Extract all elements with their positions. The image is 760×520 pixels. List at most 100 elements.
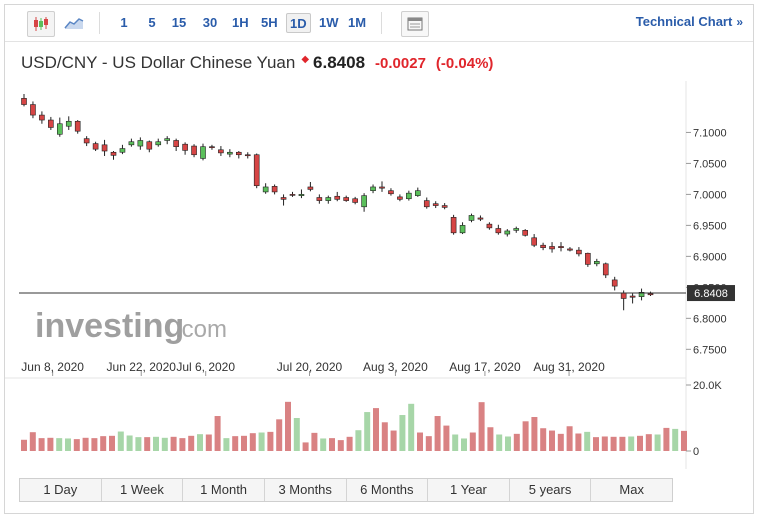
candle-body [74, 120, 81, 132]
price-change: -0.0027 [375, 55, 426, 72]
candle-body [540, 244, 546, 248]
candle-body [92, 143, 99, 150]
range-1-week[interactable]: 1 Week [101, 479, 184, 501]
volume-bar [91, 438, 98, 451]
candle [298, 189, 305, 199]
candle-body [307, 186, 314, 190]
candle [423, 197, 430, 209]
candle-body [65, 120, 72, 127]
volume-bar [29, 432, 36, 451]
candle-body [182, 143, 188, 151]
candle-body [602, 263, 609, 276]
candle [83, 136, 90, 147]
candle [191, 144, 197, 158]
candle [406, 190, 412, 201]
candle-body [218, 149, 224, 154]
timeframe-5h[interactable]: 5H [261, 15, 278, 30]
candle [21, 94, 27, 107]
price-tick-label: 7.0500 [693, 158, 727, 170]
candle-body [504, 230, 511, 235]
candle [388, 188, 394, 196]
range-6-months[interactable]: 6 Months [346, 479, 429, 501]
candle [576, 247, 582, 257]
volume-bar [364, 412, 371, 451]
range-max[interactable]: Max [591, 479, 672, 501]
timeframe-1m[interactable]: 1M [348, 15, 367, 30]
candle [397, 194, 403, 202]
volume-bar [443, 425, 450, 451]
candle-body [155, 141, 162, 146]
candle [307, 182, 314, 192]
candle-body [450, 217, 457, 234]
candle-body [423, 200, 430, 208]
range-1-year[interactable]: 1 Year [428, 479, 510, 501]
range-1-day[interactable]: 1 Day [20, 479, 102, 501]
volume-bar [408, 403, 415, 451]
timeframe-30[interactable]: 30 [202, 15, 218, 30]
volume-bar [241, 435, 247, 451]
candle [334, 191, 341, 202]
candle-body [271, 186, 278, 193]
candle-body [191, 145, 197, 156]
price-axis: 7.10007.05007.00006.95006.90006.85006.80… [686, 127, 727, 356]
timeframe-1[interactable]: 1 [120, 15, 128, 30]
last-price: 6.8408 [313, 53, 366, 72]
area-chart-type-icon[interactable] [61, 11, 87, 35]
volume-bar [170, 436, 177, 451]
candle [352, 196, 358, 205]
candle-body [629, 295, 636, 298]
volume-bar [663, 427, 670, 451]
candle-body [244, 154, 251, 157]
candle [450, 214, 457, 235]
timeframe-5[interactable]: 5 [148, 15, 156, 30]
candle-body [370, 186, 376, 191]
candle [629, 293, 636, 304]
volume-bar [258, 432, 265, 451]
candle [414, 187, 421, 197]
volume-bar [355, 430, 362, 451]
candle-body [119, 148, 126, 153]
price-tick-label: 7.1000 [693, 127, 727, 139]
data-table-icon[interactable] [401, 11, 429, 37]
volume-bar [126, 435, 133, 451]
candle [567, 247, 573, 252]
candle-body [316, 197, 323, 201]
volume-bar [214, 416, 221, 451]
timeframe-15[interactable]: 15 [171, 15, 187, 30]
timeframe-1w[interactable]: 1W [319, 15, 339, 30]
price-tick-label: 6.9000 [693, 251, 727, 263]
range-1-month[interactable]: 1 Month [183, 479, 265, 501]
volume-bar [302, 442, 309, 451]
volume-bar [144, 437, 151, 451]
candle [361, 193, 367, 212]
price-chart[interactable]: 7.10007.05007.00006.95006.90006.85006.80… [5, 5, 755, 471]
candle [316, 194, 323, 204]
volume-bar [311, 432, 318, 451]
volume-bar [672, 428, 679, 451]
volume-bar [628, 436, 635, 451]
candle-body [441, 205, 448, 208]
candlestick-type-icon[interactable] [27, 11, 55, 37]
volume-bar [399, 415, 406, 451]
candle-body [647, 293, 654, 296]
technical-chart-link[interactable]: Technical Chart» [636, 14, 743, 29]
volume-bar [619, 436, 626, 451]
volume-bar [329, 438, 335, 451]
range-3-months[interactable]: 3 Months [264, 479, 347, 501]
candle-body [406, 192, 412, 200]
candle [531, 234, 537, 248]
range-5-years[interactable]: 5 years [509, 479, 592, 501]
volume-bar [601, 436, 608, 451]
volume-bar [505, 436, 511, 451]
candle [459, 222, 466, 235]
timeframe-1h[interactable]: 1H [232, 15, 249, 30]
volume-bar [276, 419, 283, 451]
candle-body [128, 141, 135, 146]
candle-body [227, 151, 233, 155]
candle [128, 138, 135, 147]
candle-body [289, 194, 296, 196]
timeframe-1d[interactable]: 1D [286, 13, 311, 33]
volume-bar [232, 436, 239, 451]
date-axis: Jun 8, 2020 Jun 22, 2020 Jul 6, 2020 Jul 20… [21, 360, 605, 376]
candle-body [620, 292, 627, 299]
